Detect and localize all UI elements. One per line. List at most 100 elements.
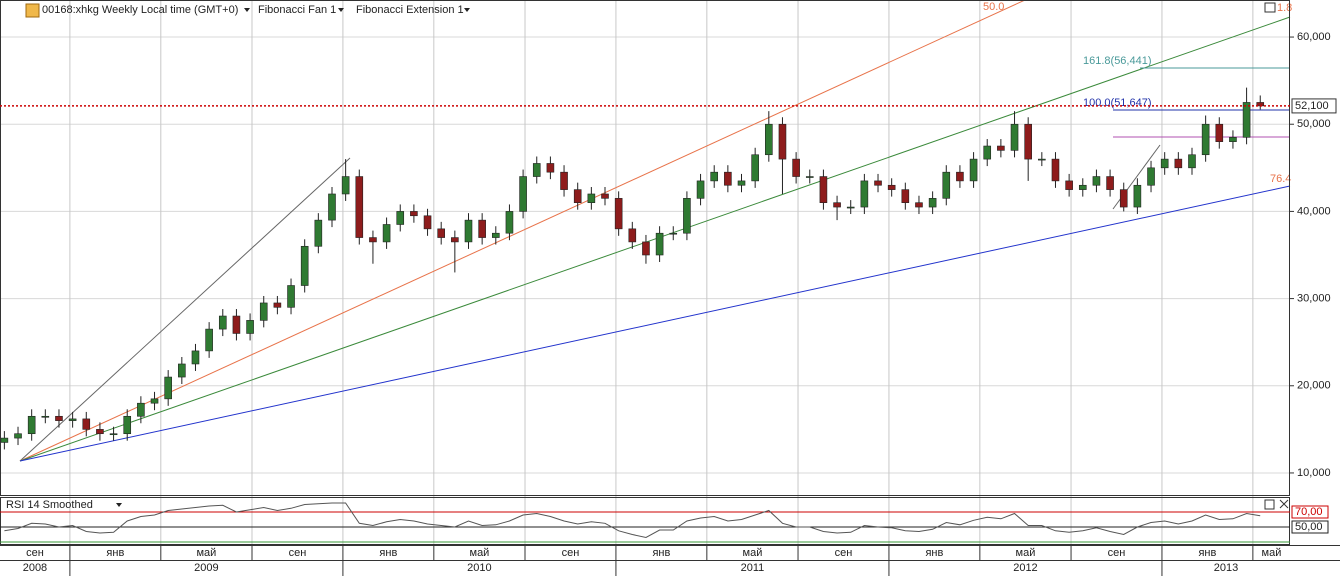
candle-body xyxy=(96,429,104,435)
maximize-button[interactable] xyxy=(1264,499,1275,510)
candle-body xyxy=(1133,184,1142,208)
candle-body xyxy=(232,315,241,334)
year-label: 2013 xyxy=(1214,562,1238,574)
candle-body xyxy=(314,219,323,247)
symbol-icon[interactable] xyxy=(25,3,40,18)
x-tick-label: май xyxy=(470,547,490,559)
candle-body xyxy=(451,237,459,243)
dropdown-arrow[interactable] xyxy=(464,8,470,12)
candle-body xyxy=(123,415,132,435)
candle-body xyxy=(997,145,1005,151)
candle-body xyxy=(983,145,992,160)
dropdown-arrow[interactable] xyxy=(244,8,250,12)
candle-body xyxy=(300,245,309,286)
year-label: 2012 xyxy=(1013,562,1037,574)
tool-label[interactable]: Fibonacci Fan 1 xyxy=(258,4,336,16)
rsi-tick-label: 50,00 xyxy=(1295,521,1323,533)
fan-line xyxy=(19,185,1291,462)
candle-body xyxy=(328,193,336,221)
candle-body xyxy=(1038,158,1046,161)
candle-body xyxy=(833,202,841,208)
candle-body xyxy=(1078,184,1087,190)
x-tick-label: май xyxy=(196,547,216,559)
fan-label: 1.8 xyxy=(1277,2,1292,14)
fibonacci-fan xyxy=(19,0,1291,462)
candle-body xyxy=(915,202,923,208)
candle-body xyxy=(956,171,964,182)
candle-body xyxy=(355,176,364,238)
candle-body xyxy=(942,171,951,199)
candle-body xyxy=(410,211,418,217)
x-tick-label: янв xyxy=(652,547,670,559)
y-tick-label: 50,000 xyxy=(1297,118,1331,130)
grid xyxy=(0,0,1290,545)
candle-body xyxy=(137,402,145,417)
y-tick-label: 60,000 xyxy=(1297,31,1331,43)
year-label: 2011 xyxy=(741,562,765,574)
x-tick-label: сен xyxy=(1108,547,1126,559)
candle-body xyxy=(874,180,882,186)
candle-body xyxy=(82,418,91,430)
main-panel-frame xyxy=(0,0,1290,496)
candle-body xyxy=(423,215,432,230)
candle-body xyxy=(505,211,514,234)
candle-body xyxy=(969,158,978,182)
candle-body xyxy=(587,193,596,203)
candle-body xyxy=(1119,189,1128,208)
x-tick-label: янв xyxy=(925,547,943,559)
indicator-title[interactable]: RSI 14 Smoothed xyxy=(6,499,93,511)
candle-body xyxy=(887,184,896,190)
candle-body xyxy=(928,198,937,208)
candle-body xyxy=(1160,158,1169,169)
candle-body xyxy=(901,189,910,203)
candle-body xyxy=(1092,176,1101,186)
fan-line xyxy=(19,0,1026,462)
dropdown-arrow[interactable] xyxy=(116,503,122,507)
candle-body xyxy=(655,232,664,256)
tool-label[interactable]: Fibonacci Extension 1 xyxy=(356,4,464,16)
candle-body xyxy=(669,232,678,235)
candle-body xyxy=(437,228,445,238)
year-label: 2010 xyxy=(467,562,491,574)
candle-body xyxy=(246,320,254,334)
rsi-panel-frame xyxy=(0,497,1290,545)
candle-body xyxy=(819,176,828,203)
candle-body xyxy=(860,180,869,208)
candle-body xyxy=(218,315,227,330)
y-tick-label: 10,000 xyxy=(1297,467,1331,479)
candle-body xyxy=(1010,123,1019,151)
last-price-box xyxy=(1291,98,1337,114)
candle-body xyxy=(573,189,582,203)
candle-body xyxy=(560,171,568,190)
fan-label: 50.0 xyxy=(983,1,1004,13)
candle-body xyxy=(109,433,118,436)
y-tick-label: 40,000 xyxy=(1297,205,1331,217)
candle-body xyxy=(55,415,63,421)
rsi-tick-label: 70,00 xyxy=(1295,506,1323,518)
candle-body xyxy=(628,228,637,243)
candle-body xyxy=(1201,123,1210,156)
candle-body xyxy=(751,154,759,182)
x-tick-label: янв xyxy=(379,547,397,559)
candle-body xyxy=(41,415,50,418)
candle-body xyxy=(191,350,200,365)
candle-body xyxy=(369,237,377,243)
candle-body xyxy=(1242,102,1251,138)
maximize-button[interactable] xyxy=(1264,2,1276,13)
symbol-label[interactable]: 00168:xhkg Weekly Local time (GMT+0) xyxy=(42,4,238,16)
candle-body xyxy=(164,376,172,400)
dropdown-arrow[interactable] xyxy=(338,8,344,12)
candle-body xyxy=(1215,123,1224,142)
close-button[interactable] xyxy=(1279,499,1289,509)
rsi-line xyxy=(4,502,1261,539)
candle-body xyxy=(27,415,36,435)
candle-body xyxy=(1065,180,1073,190)
candle-body xyxy=(1051,158,1060,182)
candle-body xyxy=(737,180,746,186)
candle-body xyxy=(696,180,705,199)
x-tick-label: сен xyxy=(26,547,44,559)
candle-body xyxy=(287,285,295,308)
